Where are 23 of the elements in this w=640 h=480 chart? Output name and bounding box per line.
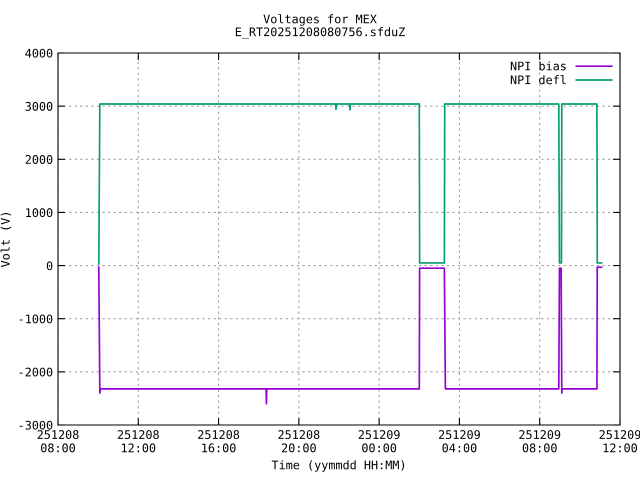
y-tick-label: -1000: [20, 314, 52, 324]
line-series: [98, 103, 602, 265]
x-tick-label: 251209 00:00: [358, 430, 400, 452]
x-tick-label: 251209 08:00: [519, 430, 560, 452]
y-tick-label: -2000: [20, 368, 52, 377]
x-tick-label: 251208 12:00: [118, 430, 159, 452]
y-axis-title: Volt (V): [0, 213, 12, 268]
x-axis-title: Time (yymmdd HH:MM): [272, 460, 404, 472]
x-tick-label: 251208 16:00: [198, 430, 240, 452]
line-series: [98, 266, 602, 405]
x-tick-label: 251209 04:00: [438, 430, 480, 452]
legend-label: NPI defl: [510, 75, 566, 84]
y-tick-label: 0: [46, 261, 52, 270]
y-tick-label: 1000: [26, 208, 52, 218]
y-tick-label: 4000: [25, 48, 52, 58]
legend-label: NPI bias: [510, 61, 566, 70]
x-tick-label: 251208 20:00: [278, 430, 320, 452]
chart-subtitle: E_RT20251208080756.sfduZ: [236, 27, 405, 39]
x-tick-label: 251208 08:00: [38, 430, 79, 452]
y-tick-label: -3000: [20, 420, 52, 430]
y-tick-label: 2000: [26, 155, 52, 164]
y-tick-label: 3000: [26, 102, 52, 111]
chart-title: Voltages for MEX: [263, 14, 377, 26]
